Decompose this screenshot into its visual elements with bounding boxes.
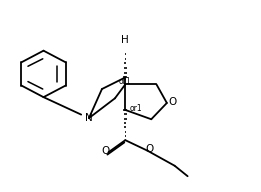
Text: or1: or1	[119, 77, 132, 86]
Text: O: O	[168, 97, 176, 107]
Text: or1: or1	[130, 104, 143, 113]
Text: H: H	[121, 35, 129, 45]
Text: O: O	[102, 146, 110, 156]
Text: O: O	[145, 144, 153, 155]
Text: N: N	[85, 113, 93, 123]
